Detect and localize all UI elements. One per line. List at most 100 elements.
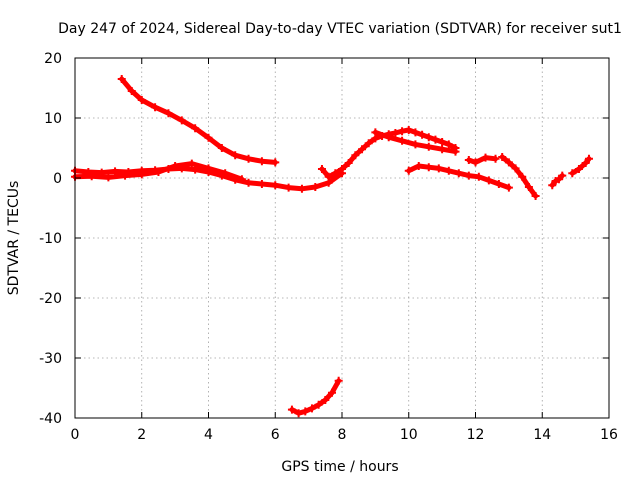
data-point xyxy=(111,167,120,176)
data-point xyxy=(558,171,567,180)
data-point xyxy=(504,183,513,192)
y-axis-label: SDTVAR / TECUs xyxy=(6,181,22,296)
data-point xyxy=(257,180,266,188)
data-point xyxy=(351,151,360,160)
series-arc-9 xyxy=(498,153,540,200)
data-point xyxy=(311,183,320,191)
data-point xyxy=(474,172,483,181)
data-point xyxy=(221,169,230,178)
data-point xyxy=(574,165,583,173)
data-point xyxy=(431,135,440,144)
data-point xyxy=(87,172,96,181)
data-point xyxy=(451,147,460,156)
data-point xyxy=(398,127,407,136)
data-point xyxy=(524,183,533,191)
data-point xyxy=(364,139,373,148)
data-point xyxy=(411,128,420,137)
data-series xyxy=(71,75,593,418)
data-point xyxy=(481,153,490,162)
data-point xyxy=(314,400,323,409)
data-point xyxy=(531,192,540,200)
y-tick-label: 10 xyxy=(44,111,62,127)
data-point xyxy=(568,169,577,178)
data-point xyxy=(294,409,303,418)
data-point xyxy=(438,145,447,154)
data-point xyxy=(418,130,427,139)
data-point xyxy=(444,166,453,175)
data-point xyxy=(491,154,500,163)
data-point xyxy=(358,145,367,154)
data-point xyxy=(187,159,196,168)
x-tick-label: 14 xyxy=(533,427,551,443)
data-point xyxy=(301,407,310,416)
data-point xyxy=(244,178,253,187)
data-point xyxy=(231,151,240,160)
data-point xyxy=(137,96,146,104)
x-tick-label: 4 xyxy=(204,427,213,443)
data-point xyxy=(151,103,160,112)
data-point xyxy=(411,140,420,149)
data-point xyxy=(204,133,213,142)
series-arc-3 xyxy=(71,159,246,184)
data-point xyxy=(504,158,513,167)
data-point xyxy=(438,138,447,146)
series-arc-4 xyxy=(287,376,343,418)
data-point xyxy=(391,129,400,137)
data-point xyxy=(498,153,507,161)
data-point xyxy=(171,162,180,170)
series-arc-1 xyxy=(117,75,280,167)
data-point xyxy=(154,168,163,176)
series-arc-7 xyxy=(404,162,513,192)
data-point xyxy=(511,164,520,173)
data-point xyxy=(338,165,346,173)
data-point xyxy=(327,388,336,397)
y-tick-label: 20 xyxy=(44,51,62,67)
data-point xyxy=(398,136,407,145)
data-point xyxy=(424,142,433,151)
x-tick-label: 12 xyxy=(467,427,485,443)
data-point xyxy=(464,171,473,180)
data-point xyxy=(284,183,293,192)
x-tick-label: 0 xyxy=(71,427,80,443)
data-point xyxy=(287,405,296,414)
data-point xyxy=(331,169,340,178)
data-point xyxy=(584,154,593,163)
data-point xyxy=(371,128,380,137)
data-point xyxy=(454,169,463,178)
data-point xyxy=(424,163,433,172)
data-point xyxy=(271,158,280,167)
series-trace xyxy=(466,155,499,165)
grid-lines xyxy=(75,58,609,418)
data-point xyxy=(464,156,473,164)
data-point xyxy=(177,116,186,125)
data-point xyxy=(191,124,200,133)
data-point xyxy=(444,140,453,149)
data-point xyxy=(548,181,557,190)
data-point xyxy=(324,172,333,181)
data-point xyxy=(137,170,146,179)
y-tick-label: 0 xyxy=(53,171,62,187)
series-trace xyxy=(119,76,278,165)
x-tick-label: 16 xyxy=(600,427,618,443)
data-point xyxy=(404,126,413,134)
data-point xyxy=(257,157,266,166)
data-point xyxy=(127,87,136,95)
data-point xyxy=(307,404,316,413)
data-point xyxy=(297,184,306,193)
chart-title: Day 247 of 2024, Sidereal Day-to-day VTE… xyxy=(58,21,622,37)
y-tick-label: -20 xyxy=(39,291,62,307)
data-point xyxy=(484,176,493,185)
data-point xyxy=(164,109,173,118)
data-point xyxy=(518,172,527,181)
data-point xyxy=(414,162,423,170)
data-point xyxy=(244,154,253,163)
data-point xyxy=(344,159,353,167)
data-point xyxy=(237,175,246,184)
data-point xyxy=(404,166,413,175)
y-tick-label: -10 xyxy=(39,231,62,247)
x-tick-label: 2 xyxy=(137,427,146,443)
x-tick-label: 10 xyxy=(400,427,418,443)
series-arc-10 xyxy=(548,171,567,190)
data-point xyxy=(494,180,503,188)
data-point xyxy=(121,171,130,180)
